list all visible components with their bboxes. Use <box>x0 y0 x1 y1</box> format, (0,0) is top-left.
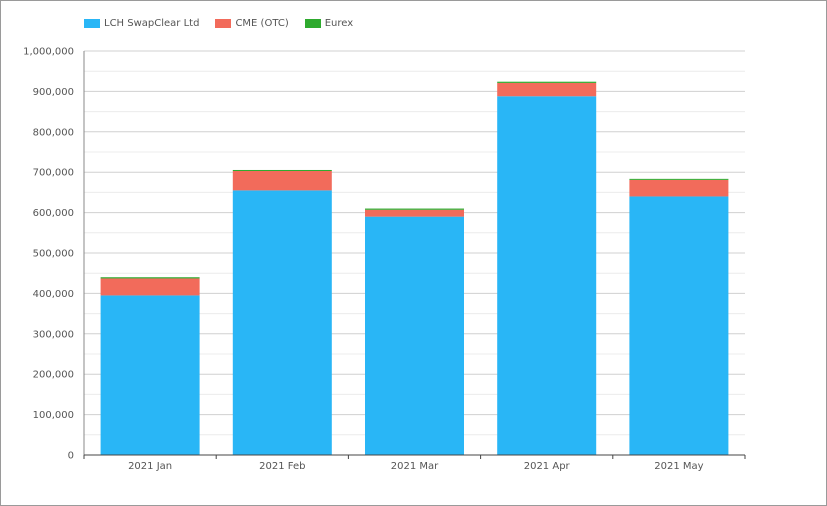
x-tick-label: 2021 Mar <box>391 461 439 472</box>
y-tick-label: 0 <box>68 451 74 462</box>
bar-segment-cme[interactable] <box>497 82 597 97</box>
y-tick-label: 1,000,000 <box>23 47 74 58</box>
y-axis: 0 100,000 200,000 300,000 400,000 500,000 600,… <box>23 47 85 462</box>
y-tick-label: 700,000 <box>33 168 74 179</box>
y-tick-label: 200,000 <box>33 370 74 381</box>
bar-segment-eurex[interactable] <box>232 169 332 171</box>
x-tick-label: 2021 Jan <box>128 461 172 472</box>
bar-segment-cme[interactable] <box>365 209 464 217</box>
bar-segment-lch[interactable] <box>497 96 597 456</box>
bar-segment-lch[interactable] <box>232 190 332 455</box>
bars <box>100 81 729 456</box>
legend-item-cme[interactable]: CME (OTC) <box>215 18 289 29</box>
y-tick-label: 600,000 <box>33 208 74 219</box>
x-tick-label: 2021 Feb <box>259 461 305 472</box>
y-tick-label: 300,000 <box>33 329 74 340</box>
legend-swatch-eurex <box>304 19 321 28</box>
bar-segment-cme[interactable] <box>100 278 200 296</box>
bar-segment-eurex[interactable] <box>365 208 464 210</box>
legend-item-lch[interactable]: LCH SwapClear Ltd <box>84 18 199 29</box>
bar-segment-lch[interactable] <box>629 196 729 455</box>
y-tick-label: 100,000 <box>33 410 74 421</box>
x-axis: 2021 Jan 2021 Feb 2021 Mar 2021 Apr 2021 May <box>83 454 746 472</box>
legend-swatch-lch <box>84 19 100 28</box>
y-tick-label: 400,000 <box>33 289 74 300</box>
y-tick-label: 900,000 <box>33 87 74 98</box>
legend-swatch-cme <box>215 19 232 28</box>
x-tick-label: 2021 May <box>654 461 703 472</box>
chart-legend: LCH SwapClear Ltd CME (OTC) Eurex <box>84 18 353 29</box>
bar-segment-eurex[interactable] <box>497 81 597 83</box>
legend-label-cme: CME (OTC) <box>235 18 289 29</box>
legend-label-lch: LCH SwapClear Ltd <box>104 18 200 29</box>
bar-segment-eurex[interactable] <box>100 277 200 279</box>
bar-segment-lch[interactable] <box>100 295 200 455</box>
legend-item-eurex[interactable]: Eurex <box>304 18 354 29</box>
bar-segment-cme[interactable] <box>629 179 729 197</box>
x-tick-label: 2021 Apr <box>524 461 571 472</box>
y-tick-label: 800,000 <box>33 127 74 138</box>
bar-segment-cme[interactable] <box>232 170 332 191</box>
y-tick-label: 500,000 <box>33 249 74 260</box>
legend-label-eurex: Eurex <box>324 18 354 29</box>
bar-segment-eurex[interactable] <box>629 178 729 180</box>
bar-segment-lch[interactable] <box>365 216 464 455</box>
